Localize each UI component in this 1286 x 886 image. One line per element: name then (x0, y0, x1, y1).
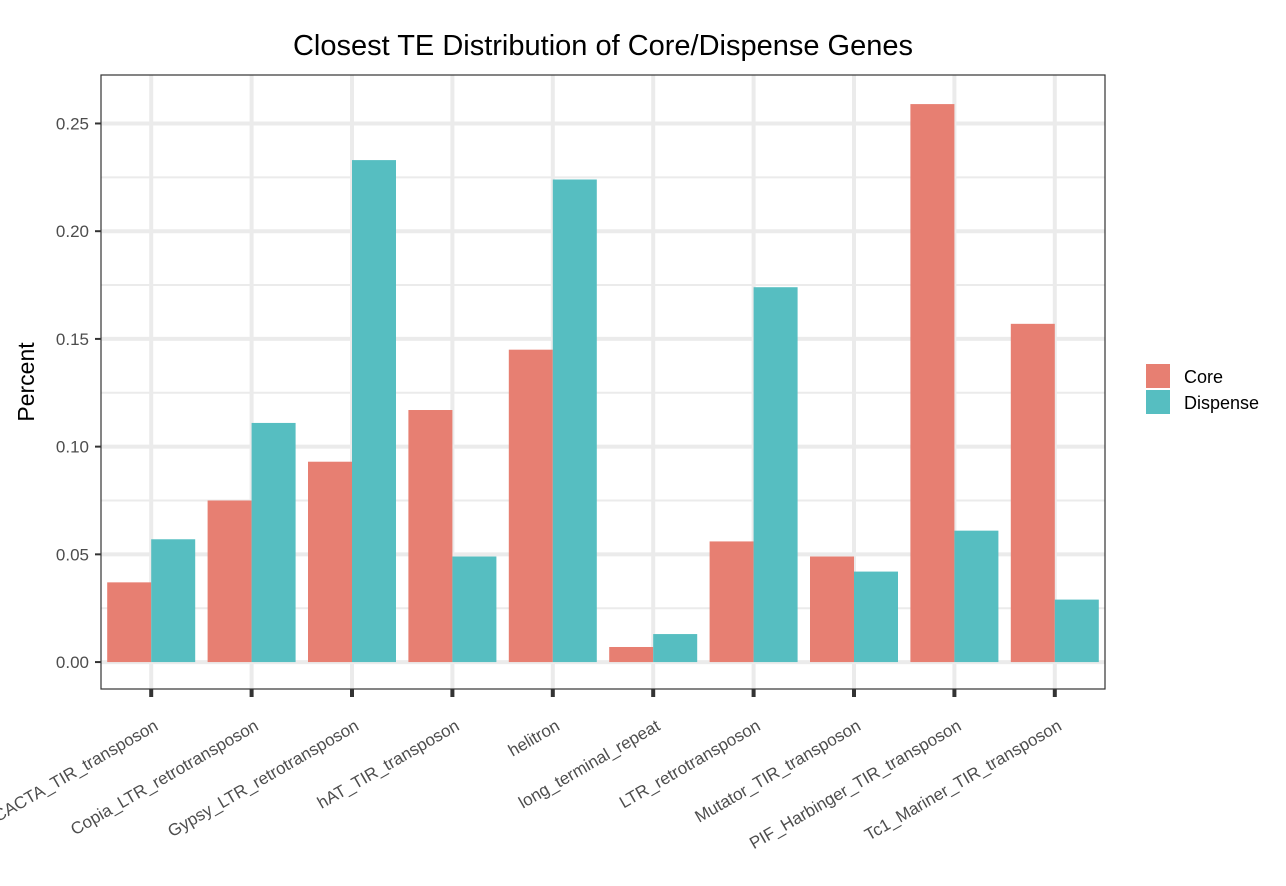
chart-title: Closest TE Distribution of Core/Dispense… (293, 30, 913, 62)
bar-core-long_terminal_repeat (609, 646, 654, 663)
legend: Core Dispense (1146, 364, 1259, 414)
y-tick-label: 0.05 (56, 545, 89, 564)
y-tick-label: 0.00 (56, 653, 89, 672)
bars-layer (107, 104, 1099, 663)
bar-dispense-mutator_tir_transposon (854, 571, 898, 663)
y-tick-label: 0.10 (56, 438, 89, 457)
y-axis-label: Percent (13, 342, 39, 422)
legend-label-core: Core (1184, 367, 1223, 387)
y-tick-label: 0.25 (56, 114, 89, 133)
bar-core-copia_ltr_retrotransposon (207, 500, 252, 663)
bar-dispense-helitron (552, 179, 597, 663)
legend-label-dispense: Dispense (1184, 393, 1259, 413)
bar-dispense-long_terminal_repeat (653, 634, 698, 663)
bar-core-pif_harbinger_tir_transposon (910, 104, 955, 663)
bar-dispense-tc1_mariner_tir_transposon (1054, 599, 1099, 663)
legend-key-dispense (1146, 390, 1170, 414)
bar-core-tc1_mariner_tir_transposon (1010, 323, 1055, 663)
bar-core-mutator_tir_transposon (810, 556, 854, 663)
legend-key-core (1146, 364, 1170, 388)
bar-core-helitron (508, 349, 553, 663)
y-tick-label: 0.20 (56, 222, 89, 241)
bar-core-gypsy_ltr_retrotransposon (308, 461, 352, 663)
bar-dispense-hat_tir_transposon (452, 556, 497, 663)
bar-core-ltr_retrotransposon (709, 541, 754, 663)
y-tick-label: 0.15 (56, 330, 89, 349)
plot-panel-border (100, 74, 1106, 690)
bar-dispense-cacta_tir_transposon (151, 539, 196, 663)
bar-core-hat_tir_transposon (408, 410, 453, 663)
bar-dispense-ltr_retrotransposon (753, 287, 798, 663)
bar-core-cacta_tir_transposon (107, 582, 152, 663)
bar-dispense-copia_ltr_retrotransposon (251, 422, 296, 663)
bar-dispense-gypsy_ltr_retrotransposon (352, 160, 396, 663)
bar-dispense-pif_harbinger_tir_transposon (954, 530, 999, 663)
